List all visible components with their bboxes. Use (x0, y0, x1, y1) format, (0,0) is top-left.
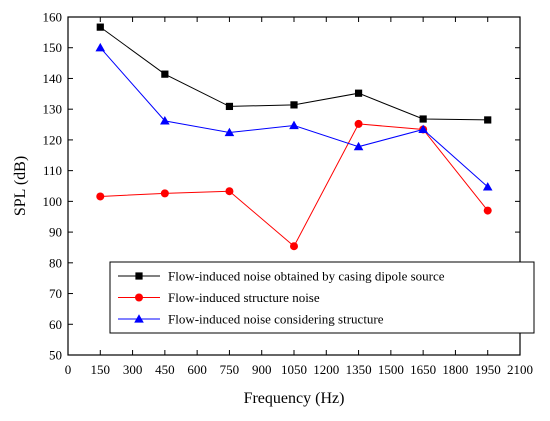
data-point (160, 116, 170, 125)
series-line (99, 47, 489, 188)
x-axis-title: Frequency (Hz) (244, 390, 345, 407)
y-tick-label: 110 (43, 163, 62, 178)
legend-marker (135, 272, 143, 280)
data-point (418, 124, 428, 134)
x-tick-label: 150 (91, 362, 111, 377)
data-point (290, 101, 298, 109)
x-tick-label: 1800 (442, 362, 468, 377)
axis-tick-labels: 0 150 300 450 600 750 900 1050 1200 1350 1500 1650 1… (43, 10, 534, 378)
x-tick-label: 750 (220, 362, 240, 377)
legend-marker (134, 314, 144, 323)
y-tick-label: 100 (43, 194, 63, 209)
y-tick-label: 50 (49, 348, 62, 363)
x-tick-label: 300 (123, 362, 143, 377)
x-tick-label: 1200 (313, 362, 339, 377)
data-point (354, 119, 363, 128)
data-point (353, 141, 364, 151)
y-tick-label: 160 (43, 10, 63, 25)
data-point (96, 23, 104, 31)
x-tick-label: 2100 (507, 362, 533, 377)
data-point (483, 206, 492, 215)
y-tick-label: 130 (43, 102, 63, 117)
data-point (419, 115, 427, 123)
y-tick-label: 150 (43, 40, 63, 55)
data-point (161, 70, 169, 78)
legend: Flow-induced noise obtained by casing di… (109, 261, 535, 334)
y-axis-title: SPL (dB) (12, 156, 29, 216)
plot-area-frame (67, 16, 521, 356)
legend-label: Flow-induced noise considering structure (168, 312, 384, 327)
data-point (484, 116, 492, 124)
legend-items: Flow-induced noise obtained by casing di… (118, 269, 445, 327)
data-point (96, 192, 105, 201)
series-1 (96, 23, 492, 124)
y-tick-label: 90 (49, 225, 62, 240)
y-tick-label: 140 (43, 71, 63, 86)
series-2 (96, 119, 492, 251)
y-tick-label: 120 (43, 132, 63, 147)
x-tick-label: 1950 (475, 362, 501, 377)
x-tick-label: 1350 (346, 362, 372, 377)
legend-marker (135, 293, 143, 302)
y-tick-label: 80 (49, 255, 62, 270)
y-tick-label: 70 (49, 286, 62, 301)
x-tick-label: 0 (65, 362, 72, 377)
x-tick-label: 1500 (378, 362, 404, 377)
legend-label: Flow-induced structure noise (168, 290, 320, 305)
data-point (225, 102, 234, 111)
data-point (354, 89, 363, 97)
data-point (290, 242, 298, 251)
data-point (225, 187, 234, 196)
x-tick-label: 1650 (410, 362, 436, 377)
x-tick-label: 900 (252, 362, 272, 377)
legend-item: Flow-induced structure noise (118, 290, 320, 305)
data-point (289, 120, 299, 130)
legend-item: Flow-induced noise obtained by casing di… (118, 269, 445, 284)
data-point (160, 189, 169, 198)
legend-label: Flow-induced noise obtained by casing di… (168, 269, 445, 284)
legend-item: Flow-induced noise considering structure (118, 312, 384, 327)
legend-box (109, 261, 535, 334)
x-tick-label: 1050 (281, 362, 307, 377)
data-point (224, 127, 235, 137)
data-point (95, 42, 106, 52)
data-point (482, 182, 493, 191)
series-3 (95, 42, 493, 191)
x-tick-label: 450 (155, 362, 175, 377)
y-tick-label: 60 (49, 317, 62, 332)
series-line (100, 123, 489, 248)
series-layer (95, 23, 493, 251)
x-tick-label: 600 (187, 362, 207, 377)
